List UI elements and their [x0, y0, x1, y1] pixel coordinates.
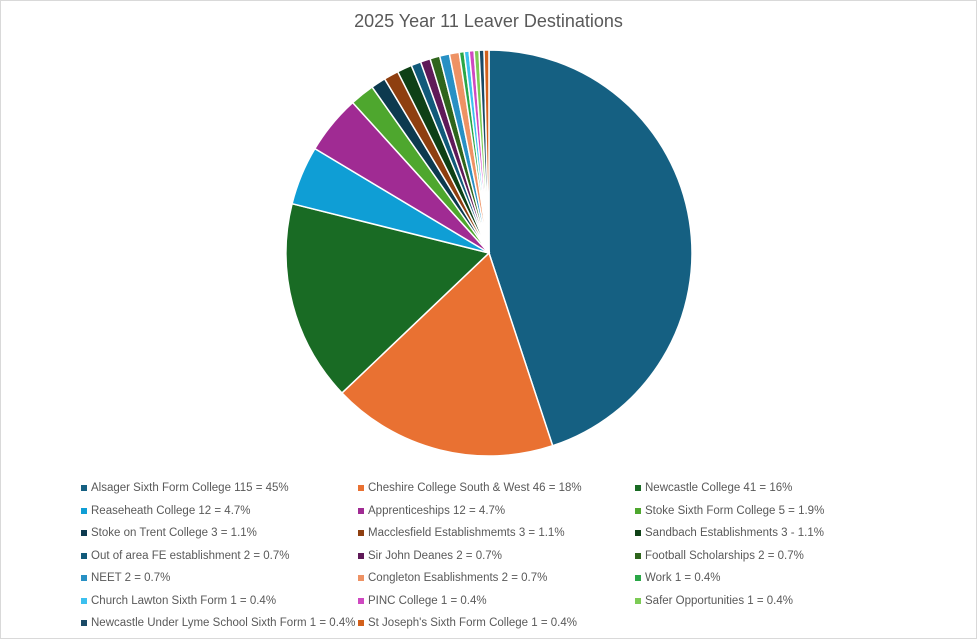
legend-item: Stoke on Trent College 3 = 1.1%	[81, 522, 358, 545]
legend-swatch	[358, 530, 364, 537]
legend: Alsager Sixth Form College 115 = 45% Ches…	[81, 477, 935, 635]
legend-label: Newcastle Under Lyme School Sixth Form 1…	[91, 617, 356, 630]
legend-label: Out of area FE establishment 2 = 0.7%	[91, 549, 290, 562]
legend-swatch	[358, 507, 364, 514]
legend-item: Apprenticeships 12 = 4.7%	[358, 500, 635, 523]
chart-title: 2025 Year 11 Leaver Destinations	[354, 11, 623, 31]
pie-slice	[285, 202, 491, 395]
legend-label: Alsager Sixth Form College 115 = 45%	[91, 482, 289, 495]
legend-item: NEET 2 = 0.7%	[81, 567, 358, 590]
legend-swatch	[635, 530, 641, 537]
legend-swatch	[81, 485, 87, 492]
legend-swatch	[635, 597, 641, 604]
legend-item: Out of area FE establishment 2 = 0.7%	[81, 545, 358, 568]
pie-slice	[488, 49, 693, 447]
legend-item: Sir John Deanes 2 = 0.7%	[358, 545, 635, 568]
legend-item: Safer Opportunities 1 = 0.4%	[635, 590, 935, 613]
legend-swatch	[81, 507, 87, 514]
legend-label: Work 1 = 0.4%	[645, 572, 721, 585]
legend-label: Apprenticeships 12 = 4.7%	[368, 504, 506, 517]
legend-item: Church Lawton Sixth Form 1 = 0.4%	[81, 590, 358, 613]
legend-label: NEET 2 = 0.7%	[91, 572, 171, 585]
legend-label: Reaseheath College 12 = 4.7%	[91, 504, 251, 517]
legend-item: Work 1 = 0.4%	[635, 567, 935, 590]
legend-swatch	[81, 552, 87, 559]
legend-swatch	[358, 620, 364, 627]
legend-label: Macclesfield Establishmemts 3 = 1.1%	[368, 527, 565, 540]
legend-item: Stoke Sixth Form College 5 = 1.9%	[635, 500, 935, 523]
legend-label: Sandbach Establishments 3 - 1.1%	[645, 527, 824, 540]
legend-swatch	[81, 530, 87, 537]
legend-swatch	[635, 485, 641, 492]
legend-item: Sandbach Establishments 3 - 1.1%	[635, 522, 935, 545]
legend-item: St Joseph's Sixth Form College 1 = 0.4%	[358, 612, 635, 635]
legend-label: Stoke on Trent College 3 = 1.1%	[91, 527, 257, 540]
legend-label: Church Lawton Sixth Form 1 = 0.4%	[91, 594, 277, 607]
legend-item: Alsager Sixth Form College 115 = 45%	[81, 477, 358, 500]
legend-swatch	[635, 552, 641, 559]
legend-label: Football Scholarships 2 = 0.7%	[645, 549, 804, 562]
legend-label: Cheshire College South & West 46 = 18%	[368, 482, 582, 495]
legend-item: Newcastle College 41 = 16%	[635, 477, 935, 500]
legend-swatch	[358, 485, 364, 492]
pie-chart	[285, 49, 693, 457]
legend-label: Sir John Deanes 2 = 0.7%	[368, 549, 502, 562]
legend-label: Safer Opportunities 1 = 0.4%	[645, 594, 793, 607]
legend-label: Stoke Sixth Form College 5 = 1.9%	[645, 504, 825, 517]
legend-swatch	[358, 575, 364, 582]
legend-label: Newcastle College 41 = 16%	[645, 482, 793, 495]
legend-item: Football Scholarships 2 = 0.7%	[635, 545, 935, 568]
legend-swatch	[81, 597, 87, 604]
legend-item: Reaseheath College 12 = 4.7%	[81, 500, 358, 523]
legend-swatch	[358, 552, 364, 559]
legend-item: Congleton Esablishments 2 = 0.7%	[358, 567, 635, 590]
legend-label: Congleton Esablishments 2 = 0.7%	[368, 572, 548, 585]
legend-item: Newcastle Under Lyme School Sixth Form 1…	[81, 612, 358, 635]
legend-label: St Joseph's Sixth Form College 1 = 0.4%	[368, 617, 577, 630]
legend-swatch	[635, 507, 641, 514]
legend-swatch	[635, 575, 641, 582]
legend-swatch	[358, 597, 364, 604]
pie-slice	[340, 251, 554, 457]
pie-slice	[483, 49, 490, 254]
legend-item: Macclesfield Establishmemts 3 = 1.1%	[358, 522, 635, 545]
legend-swatch	[81, 620, 87, 627]
legend-label: PINC College 1 = 0.4%	[368, 594, 487, 607]
legend-item: PINC College 1 = 0.4%	[358, 590, 635, 613]
legend-swatch	[81, 575, 87, 582]
legend-item: Cheshire College South & West 46 = 18%	[358, 477, 635, 500]
